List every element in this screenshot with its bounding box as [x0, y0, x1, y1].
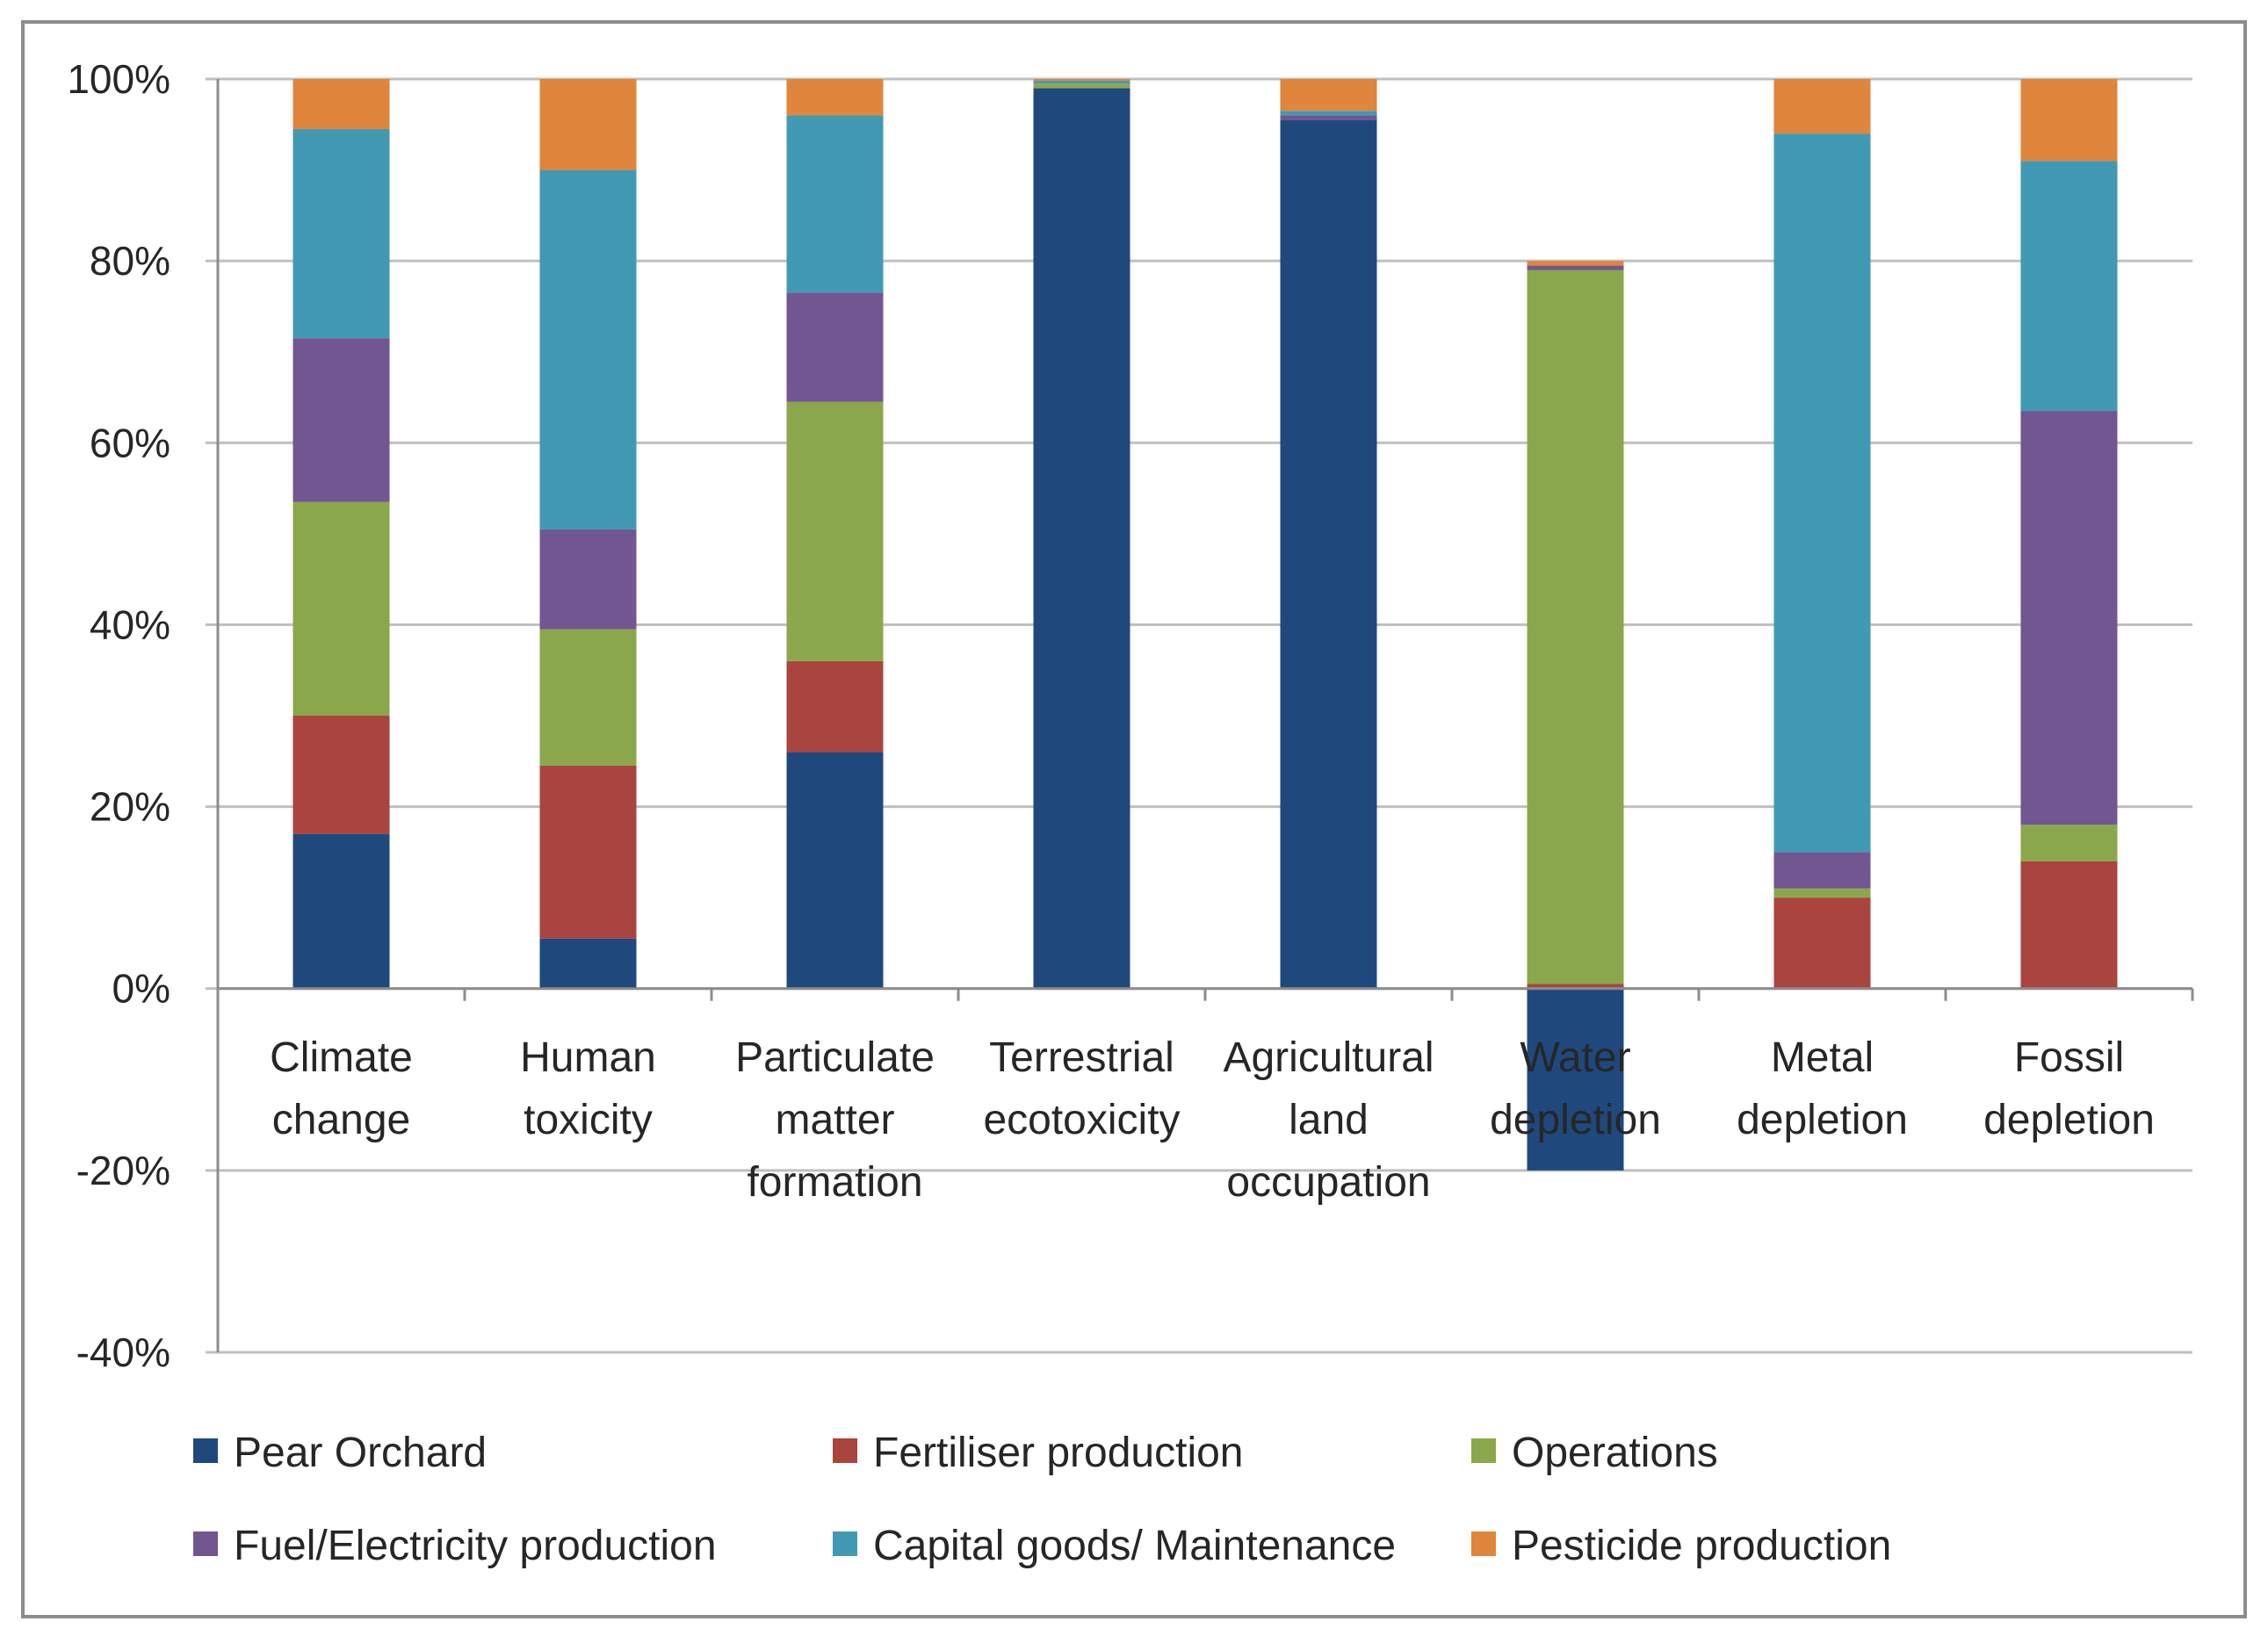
- bar-segment: [1280, 79, 1377, 112]
- bar-segment: [1773, 852, 1871, 889]
- bars: [293, 79, 2118, 1171]
- bar-segment: [1280, 119, 1377, 989]
- bar-segment: [1527, 984, 1624, 989]
- bar-segment: [293, 833, 390, 989]
- bar-segment: [293, 338, 390, 502]
- bar-segment: [1033, 79, 1130, 82]
- x-category-label: Water: [1520, 1034, 1630, 1081]
- legend-label: Pear Orchard: [234, 1430, 487, 1476]
- bar-segment: [539, 169, 637, 530]
- bar-segment: [1527, 261, 1624, 266]
- x-category-label: Human: [520, 1034, 656, 1081]
- legend-label: Operations: [1512, 1430, 1718, 1476]
- bar-segment: [1033, 88, 1130, 989]
- bar-segment: [2020, 161, 2118, 412]
- bar-segment: [293, 128, 390, 339]
- y-tick-label: 40%: [90, 602, 170, 647]
- bar-segment: [1773, 897, 1871, 989]
- bar-segment: [539, 629, 637, 766]
- bar-segment: [786, 79, 884, 116]
- bar-segment: [539, 529, 637, 630]
- x-category-label: Climate: [270, 1034, 413, 1081]
- x-category-label: Fossil: [2014, 1034, 2124, 1081]
- bar-segment: [539, 79, 637, 170]
- bar-segment: [1773, 133, 1871, 853]
- x-category-label: Particulate: [735, 1034, 935, 1081]
- legend-swatch: [193, 1531, 218, 1556]
- legend: Pear Orchard Fertiliser production Operati…: [193, 1430, 1891, 1569]
- x-category-label: Metal: [1771, 1034, 1874, 1081]
- x-category-label: ecotoxicity: [983, 1097, 1180, 1143]
- x-category-label: matter: [775, 1097, 894, 1143]
- x-category-label: change: [272, 1097, 410, 1143]
- bar-segment: [1280, 115, 1377, 120]
- legend-label: Fuel/Electricity production: [234, 1523, 717, 1569]
- bar-segment: [1527, 265, 1624, 270]
- bar-segment: [2020, 861, 2118, 989]
- y-tick-label: -40%: [76, 1330, 170, 1375]
- bar-segment: [786, 401, 884, 661]
- legend-swatch: [193, 1438, 218, 1463]
- legend-swatch: [1471, 1438, 1496, 1463]
- bar-segment: [2020, 825, 2118, 861]
- y-tick-label: 100%: [67, 56, 170, 102]
- bar-segment: [786, 752, 884, 989]
- chart-border: [21, 20, 2247, 1618]
- axis-labels: 100% 80% 60% 40% 20% 0% -20% -40% Climate change H…: [67, 56, 2155, 1375]
- x-category-label: land: [1289, 1097, 1369, 1143]
- bar-segment: [2020, 411, 2118, 825]
- x-category-label: Terrestrial: [989, 1034, 1174, 1081]
- legend-label: Fertiliser production: [873, 1430, 1244, 1476]
- bar-segment: [293, 501, 390, 716]
- x-category-label: depletion: [1737, 1097, 1908, 1143]
- legend-swatch: [833, 1438, 857, 1463]
- axes: [216, 79, 2194, 1352]
- legend-swatch: [1471, 1531, 1496, 1556]
- legend-label: Capital goods/ Maintenance: [873, 1523, 1396, 1569]
- bar-segment: [1527, 988, 1624, 1171]
- y-tick-label: 20%: [90, 784, 170, 830]
- bar-segment: [1033, 81, 1130, 84]
- bar-segment: [1280, 111, 1377, 116]
- y-tick-label: 60%: [90, 420, 170, 465]
- legend-swatch: [833, 1531, 857, 1556]
- bar-segment: [1773, 888, 1871, 898]
- x-category-label: Agricultural: [1223, 1034, 1434, 1081]
- x-category-label: toxicity: [524, 1097, 653, 1143]
- x-category-label: depletion: [1983, 1097, 2155, 1143]
- bar-segment: [786, 115, 884, 293]
- bar-segment: [1527, 270, 1624, 984]
- legend-label: Pesticide production: [1512, 1523, 1891, 1569]
- x-category-label: depletion: [1490, 1097, 1661, 1143]
- x-category-label: occupation: [1226, 1159, 1430, 1206]
- bar-segment: [2020, 79, 2118, 162]
- bar-segment: [539, 938, 637, 989]
- y-tick-label: -20%: [76, 1148, 170, 1193]
- bar-segment: [293, 79, 390, 129]
- y-tick-label: 80%: [90, 238, 170, 284]
- bar-segment: [786, 660, 884, 753]
- bar-segment: [539, 765, 637, 939]
- bar-segment: [1033, 83, 1130, 89]
- bar-segment: [1773, 79, 1871, 134]
- x-category-label: formation: [747, 1159, 922, 1206]
- bar-segment: [786, 292, 884, 402]
- bar-segment: [293, 716, 390, 834]
- y-tick-label: 0%: [112, 966, 170, 1012]
